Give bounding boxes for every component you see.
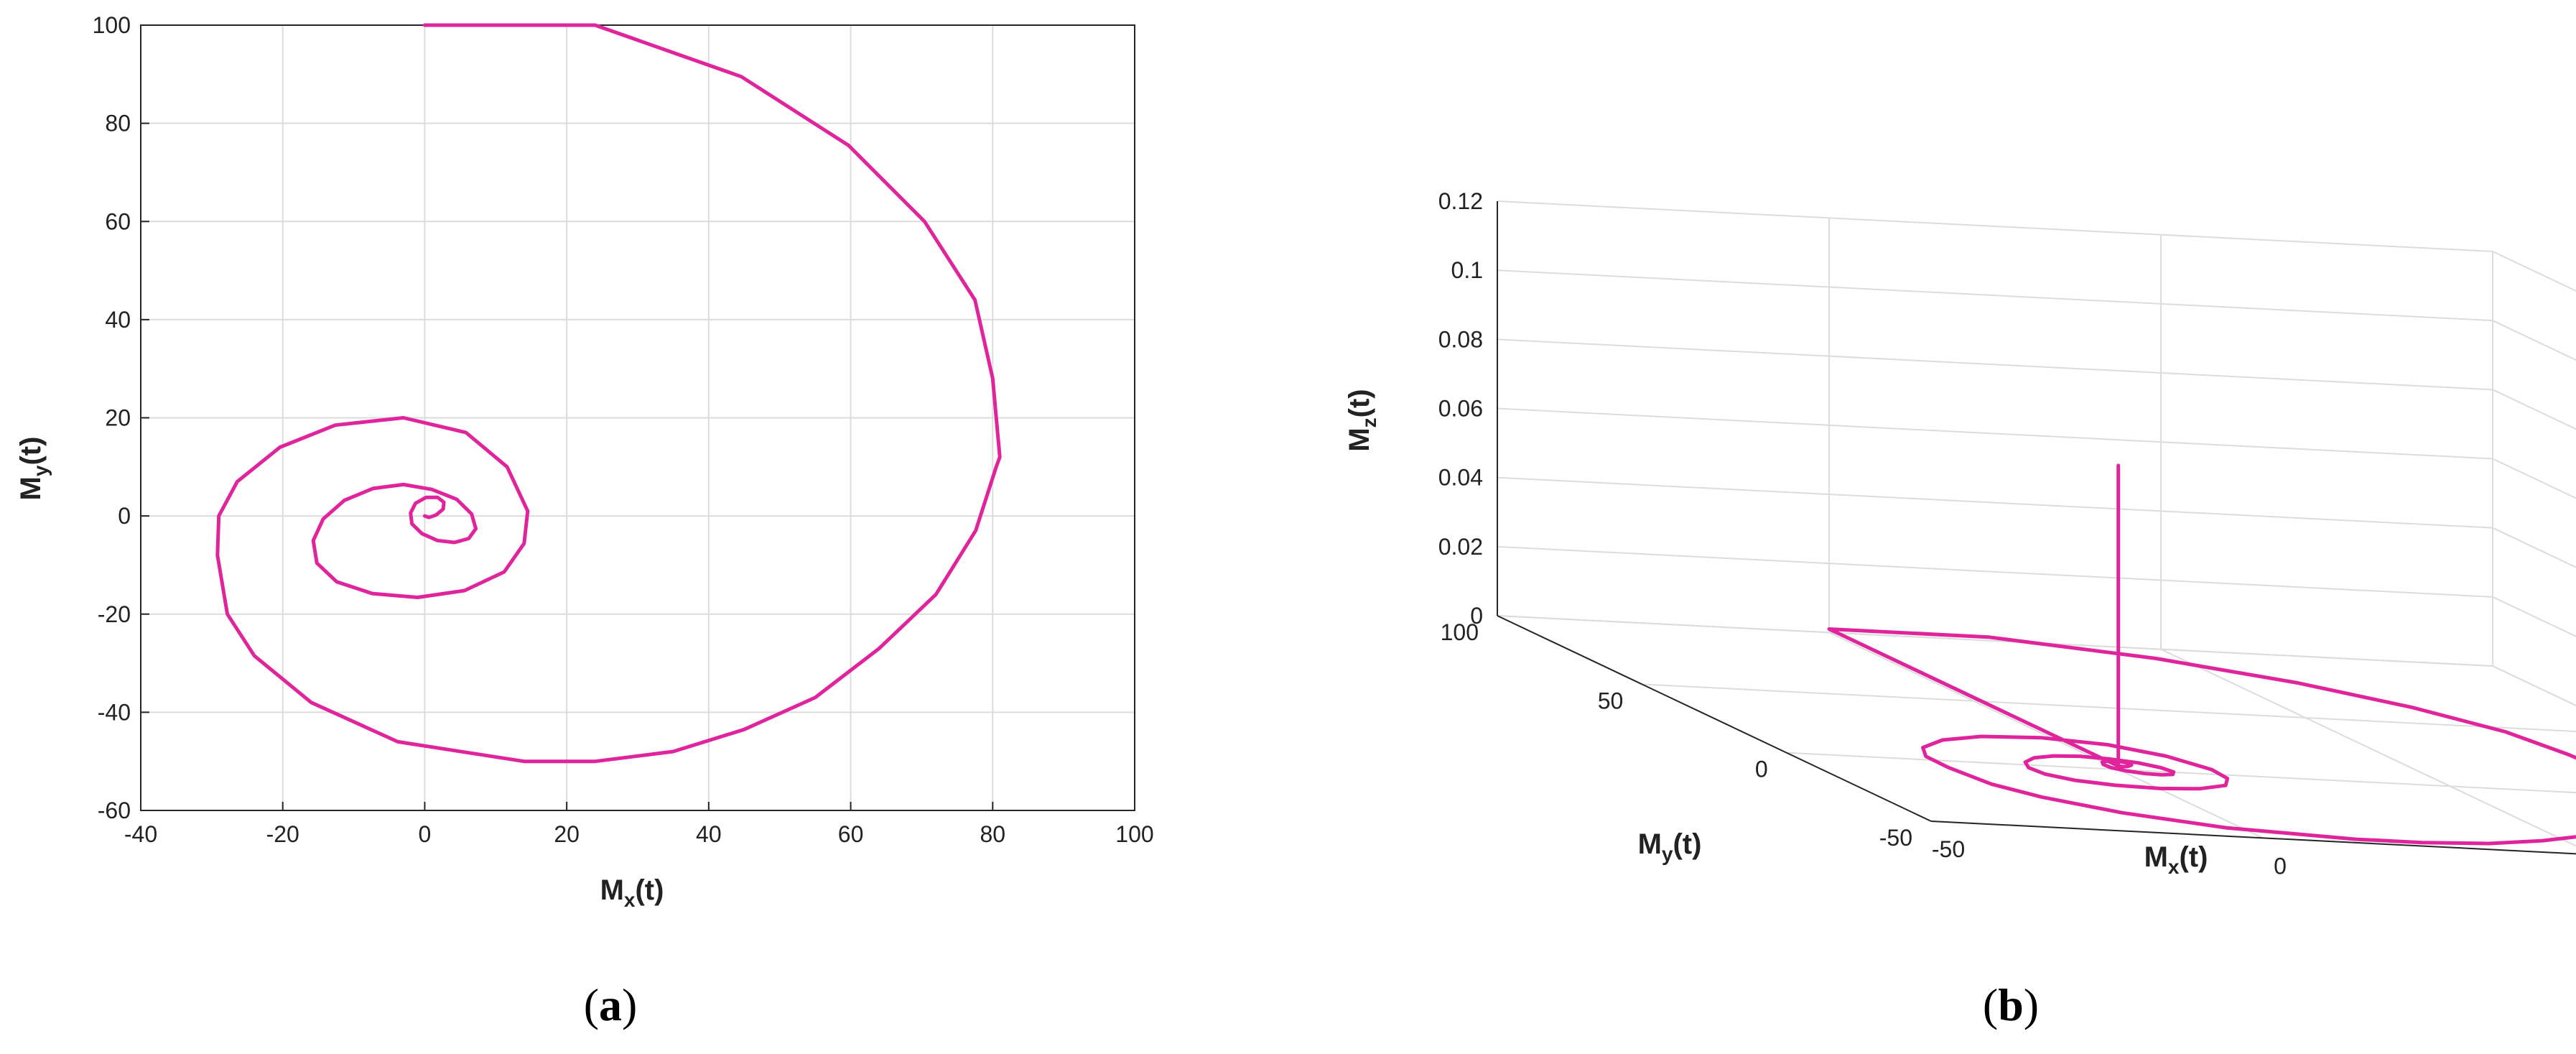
chart-a-series-line bbox=[215, 23, 1002, 764]
panel-label-a: (a) bbox=[584, 979, 638, 1030]
chart-b-wall-gridline bbox=[2492, 596, 2576, 637]
chart-b-floor-gridline bbox=[1642, 683, 2576, 733]
chart-b-z-tick-label: 0.04 bbox=[1438, 465, 1483, 491]
chart-a-grid bbox=[140, 24, 1135, 811]
chart-b-axes-box bbox=[1497, 200, 2576, 855]
chart-a-x-tick-label: 80 bbox=[980, 821, 1005, 847]
chart-b-wall-gridline bbox=[2492, 665, 2576, 707]
chart-b-wall-gridline bbox=[2492, 389, 2576, 430]
panel-label-b: (b) bbox=[1983, 979, 2039, 1030]
chart-b-y-axis-label: My(t) bbox=[1638, 828, 1702, 865]
chart-b-x-tick-label: 0 bbox=[2274, 853, 2287, 879]
chart-a-y-axis-label: My(t) bbox=[15, 437, 52, 501]
chart-b-floor-gridline bbox=[1786, 752, 2576, 794]
chart-a-x-tick-label: -20 bbox=[266, 821, 299, 847]
chart-a: -40 -20 0 20 40 60 80 100-60-40-20020406080100 … bbox=[15, 12, 1154, 1030]
chart-a-y-tick-label: -20 bbox=[98, 601, 131, 627]
chart-b-wall-gridline bbox=[1497, 407, 2493, 460]
chart-b-x-axis-label: Mx(t) bbox=[2144, 841, 2208, 878]
chart-b-ticks: -50050100-5005010000.020.040.060.080.10.… bbox=[1438, 188, 2287, 879]
chart-a-x-tick-label: 40 bbox=[696, 821, 722, 847]
chart-b: -50050100-5005010000.020.040.060.080.10.… bbox=[1344, 188, 2576, 1030]
chart-a-y-tick-label: 20 bbox=[105, 405, 131, 431]
chart-a-x-tick-label: 20 bbox=[554, 821, 580, 847]
chart-b-wall-gridline bbox=[2492, 251, 2576, 292]
chart-b-y-tick-label: 100 bbox=[1441, 619, 1479, 645]
chart-a-y-tick-label: 100 bbox=[93, 12, 131, 38]
chart-b-wall-gridline bbox=[1497, 269, 2493, 322]
chart-a-y-tick-label: 40 bbox=[105, 307, 131, 333]
chart-b-y-tick-label: 50 bbox=[1598, 688, 1624, 713]
chart-a-y-tick-label: 80 bbox=[105, 111, 131, 137]
chart-a-x-tick-label: -40 bbox=[124, 821, 157, 847]
chart-b-z-tick-label: 0.12 bbox=[1438, 188, 1483, 214]
chart-b-z-axis-label: Mz(t) bbox=[1344, 389, 1380, 451]
chart-a-x-tick-label: 0 bbox=[419, 821, 432, 847]
chart-a-x-axis-label: Mx(t) bbox=[600, 874, 664, 911]
chart-b-wall-gridline bbox=[2492, 527, 2576, 568]
chart-b-z-tick-label: 0.08 bbox=[1438, 326, 1483, 352]
chart-b-x-axis-line bbox=[1930, 820, 2576, 855]
chart-b-wall-gridline bbox=[2492, 458, 2576, 499]
chart-b-floor-gridline bbox=[2160, 648, 2576, 847]
chart-b-z-tick-label: 0.06 bbox=[1438, 396, 1483, 422]
chart-a-y-tick-label: -40 bbox=[98, 699, 131, 725]
chart-a-y-tick-label: 0 bbox=[118, 503, 131, 529]
chart-a-y-tick-label: 60 bbox=[105, 208, 131, 234]
chart-b-z-tick-label: 0 bbox=[1470, 603, 1483, 629]
chart-b-wall-gridline bbox=[1497, 615, 2493, 667]
chart-b-z-tick-label: 0.02 bbox=[1438, 534, 1483, 560]
chart-b-wall-gridline bbox=[1497, 200, 2493, 252]
chart-b-wall-gridline bbox=[2492, 320, 2576, 361]
chart-b-y-tick-label: -50 bbox=[1879, 825, 1912, 851]
chart-b-wall-gridline bbox=[1497, 545, 2493, 598]
chart-a-y-tick-label: -60 bbox=[98, 798, 131, 823]
chart-b-wall-gridline bbox=[1497, 476, 2493, 529]
chart-b-z-tick-label: 0.1 bbox=[1451, 257, 1483, 283]
chart-b-x-tick-label: -50 bbox=[1932, 836, 1965, 862]
chart-b-series-line bbox=[1827, 463, 2576, 846]
chart-a-x-tick-label: 60 bbox=[838, 821, 864, 847]
chart-b-wall-gridline bbox=[1497, 338, 2493, 391]
chart-b-y-tick-label: 0 bbox=[1755, 757, 1768, 782]
chart-a-x-tick-label: 100 bbox=[1115, 821, 1153, 847]
chart-b-floor-gridline bbox=[1828, 632, 2264, 839]
chart-b-y-axis-line bbox=[1497, 615, 1932, 822]
